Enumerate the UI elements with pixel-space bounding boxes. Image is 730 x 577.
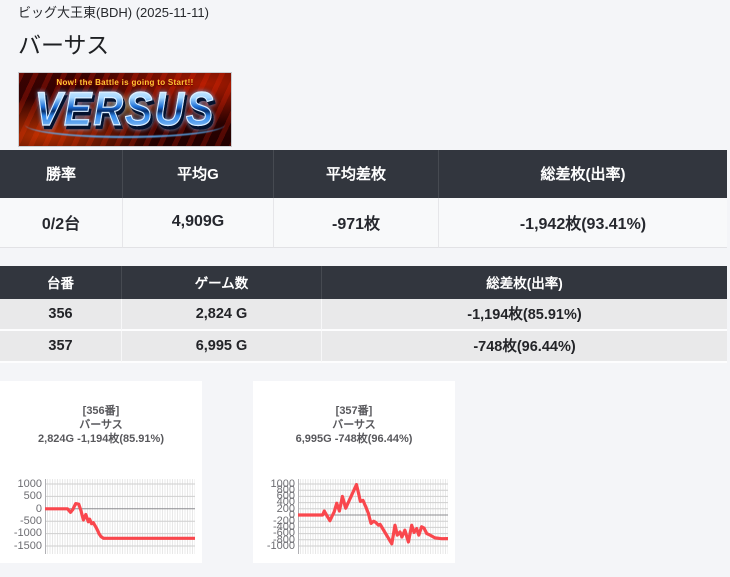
summary-header-avg-diff: 平均差枚: [273, 149, 438, 198]
chart-plot-row: 1000 800 600 400 200 0 -200 -400 -600 -800 -1000: [253, 477, 455, 554]
y-axis-tick-label: 1000: [17, 477, 42, 490]
summary-header-total-diff: 総差枚(出率): [438, 149, 727, 198]
logo-swoosh-decoration: [25, 122, 225, 138]
summary-header-win-rate: 勝率: [0, 149, 122, 198]
summary-value-win-rate: 0/2台: [0, 197, 122, 248]
chart-title-model: バーサス: [332, 418, 376, 431]
y-axis-tick-label: 600: [276, 490, 295, 503]
y-axis-tick-label: 0: [288, 508, 295, 521]
y-axis-tick-label: -1000: [266, 539, 295, 552]
machines-table-header-row: 台番 ゲーム数 総差枚(出率): [0, 265, 727, 299]
chart-title: [356番] バーサス 2,824G -1,194枚(85.91%): [0, 404, 202, 446]
machine-number-cell: 357: [0, 330, 121, 363]
machine-number-cell: 356: [0, 298, 121, 331]
chart-panel-356: [356番] バーサス 2,824G -1,194枚(85.91%) 1000 5…: [0, 380, 202, 563]
chart-plot-row: 1000 500 0 -500 -1000 -1500: [0, 477, 202, 554]
machines-header-number: 台番: [0, 265, 121, 299]
logo-tagline-text: Now! the Battle is going to Start!!: [19, 78, 231, 87]
y-axis-tick-label: -800: [272, 533, 295, 546]
y-axis-tick-label: 0: [35, 502, 42, 515]
y-axis-tick-label: 1000: [270, 477, 295, 490]
y-axis-tick-label: 400: [276, 496, 295, 509]
machines-header-games: ゲーム数: [121, 265, 321, 299]
y-axis-tick-label: 500: [23, 490, 42, 503]
summary-table-header-row: 勝率 平均G 平均差枚 総差枚(出率): [0, 149, 727, 198]
y-axis-tick-label: 200: [276, 502, 295, 515]
summary-value-avg-games: 4,909G: [122, 197, 273, 248]
machines-table: 台番 ゲーム数 総差枚(出率) 356 2,824 G -1,194枚(85.9…: [0, 265, 727, 363]
chart-panel-357: [357番] バーサス 6,995G -748枚(96.44%) 1000 800…: [253, 380, 455, 563]
y-axis-tick-label: -1000: [13, 527, 42, 540]
y-axis-labels: 1000 500 0 -500 -1000 -1500: [0, 477, 45, 554]
y-axis-tick-label: -600: [272, 527, 295, 540]
y-axis-labels: 1000 800 600 400 200 0 -200 -400 -600 -800 -1000: [253, 477, 298, 554]
machine-diff-cell: -1,194枚(85.91%): [321, 298, 727, 331]
chart-title-stats: 2,824G -1,194枚(85.91%): [38, 432, 164, 445]
page-title: バーサス: [18, 32, 110, 58]
y-axis-tick-label: -200: [272, 515, 295, 528]
slump-line-chart: [298, 478, 448, 554]
chart-title-stats: 6,995G -748枚(96.44%): [295, 432, 413, 445]
chart-title: [357番] バーサス 6,995G -748枚(96.44%): [253, 404, 455, 446]
summary-table-value-row: 0/2台 4,909G -971枚 -1,942枚(93.41%): [0, 197, 727, 248]
machine-games-cell: 6,995 G: [121, 330, 321, 363]
charts-section: [356番] バーサス 2,824G -1,194枚(85.91%) 1000 5…: [0, 380, 730, 563]
y-axis-tick-label: -1500: [13, 539, 42, 552]
machine-row-357: 357 6,995 G -748枚(96.44%): [0, 330, 727, 363]
page-header: ビッグ大王東(BDH) (2025-11-11) バーサス: [0, 0, 730, 61]
versus-logo-image: Now! the Battle is going to Start!! VERS…: [18, 71, 232, 147]
y-axis-tick-label: -400: [272, 521, 295, 534]
summary-table: 勝率 平均G 平均差枚 総差枚(出率) 0/2台 4,909G -971枚 -1…: [0, 149, 727, 248]
y-axis-tick-label: 800: [276, 484, 295, 497]
summary-value-avg-diff: -971枚: [273, 197, 438, 248]
chart-title-model: バーサス: [79, 418, 123, 431]
machine-row-356: 356 2,824 G -1,194枚(85.91%): [0, 298, 727, 331]
chart-title-machine: [356番]: [82, 404, 120, 417]
machine-games-cell: 2,824 G: [121, 298, 321, 331]
machine-diff-cell: -748枚(96.44%): [321, 330, 727, 363]
slump-line-chart: [45, 478, 195, 554]
chart-title-machine: [357番]: [335, 404, 373, 417]
y-axis-tick-label: -500: [19, 515, 42, 528]
summary-value-total-diff: -1,942枚(93.41%): [438, 197, 727, 248]
venue-date-text: ビッグ大王東(BDH) (2025-11-11): [18, 5, 209, 20]
summary-header-avg-games: 平均G: [122, 149, 273, 198]
machines-header-total-diff: 総差枚(出率): [321, 265, 727, 299]
